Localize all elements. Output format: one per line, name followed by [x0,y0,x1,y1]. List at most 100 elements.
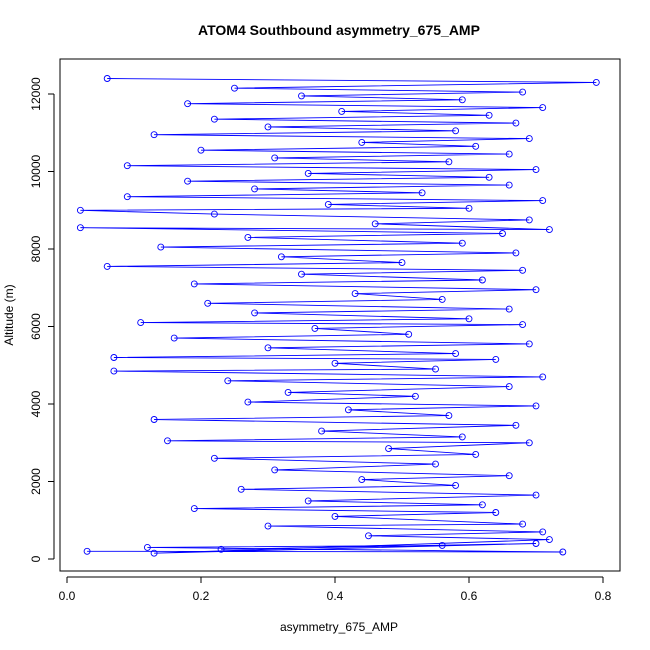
data-point [231,84,238,92]
data-point [264,344,272,352]
data-point [519,321,527,329]
data-point [519,266,527,274]
x-axis-label: asymmetry_675_AMP [280,620,398,634]
data-point [284,388,292,396]
x-tick-label: 0.6 [461,589,478,603]
data-point [505,472,513,480]
y-tick-label: 10000 [29,154,43,188]
data-point [271,466,279,474]
data-point [452,350,460,358]
data-point [472,142,480,150]
data-point [237,485,245,493]
data-point [545,536,553,544]
data-point [123,162,131,170]
data-point [532,491,540,499]
data-point [150,549,158,557]
data-point [331,512,339,520]
data-point [532,286,540,294]
x-axis: 0.0 0.2 0.4 0.6 0.8 [59,576,612,603]
data-point [150,416,158,423]
data-point [465,315,473,323]
data-point [83,547,91,555]
data-point [217,545,225,553]
data-point [418,189,426,197]
data-point [512,249,520,257]
data-point [478,276,486,284]
series-layer [76,75,600,557]
data-point [411,392,419,400]
data-point [204,299,212,307]
data-point [143,543,151,551]
data-point [438,295,446,303]
data-point [338,107,346,115]
data-point [277,253,285,261]
data-point [318,427,326,435]
data-point [398,259,406,267]
data-point [331,359,339,367]
data-point [532,540,540,547]
data-point [304,169,312,177]
data-point [452,481,460,489]
data-point [123,193,131,201]
data-point [505,150,513,158]
data-point [344,406,352,414]
data-point [264,522,272,530]
data-point [505,181,513,189]
data-point [539,528,547,536]
y-tick-label: 2000 [29,468,43,495]
data-point [76,206,84,214]
y-tick-label: 0 [29,555,43,562]
data-point [190,505,198,513]
data-point [76,224,84,232]
data-point [472,450,480,458]
data-point [358,138,366,146]
y-tick-label: 8000 [29,235,43,262]
x-tick-label: 0.4 [327,589,344,603]
data-point [525,135,533,143]
data-point [505,305,513,313]
data-point [251,309,259,317]
data-point [271,154,279,162]
data-point [385,445,393,453]
data-point [485,111,493,119]
x-tick-label: 0.0 [59,589,76,603]
data-point [539,197,547,205]
data-point [445,412,453,420]
data-point [525,439,533,447]
data-point [150,131,158,139]
data-point [532,166,540,174]
data-point [458,433,466,441]
data-point [298,92,305,100]
data-point [432,460,439,468]
y-tick-label: 4000 [29,390,43,417]
data-point [371,220,379,228]
data-point [298,270,305,278]
data-point [539,373,547,381]
data-point [445,158,453,166]
data-point [164,437,171,445]
series-line [80,78,597,554]
data-point [525,216,533,224]
data-point [210,210,218,218]
data-point [103,75,111,82]
data-point [512,421,520,429]
data-point [539,104,547,112]
data-point [432,365,439,373]
data-point [405,330,413,338]
plot-frame [59,58,621,572]
data-point [170,334,178,342]
data-point [103,262,111,270]
data-point [478,501,486,509]
data-point [184,100,192,108]
data-point [452,127,460,135]
data-point [458,239,466,247]
data-point [365,532,372,540]
y-axis-label: Altitude (m) [2,284,16,345]
y-tick-label: 6000 [29,313,43,340]
data-point [311,324,319,332]
data-point [592,78,600,86]
data-point [492,355,500,363]
data-point [519,88,527,96]
data-point [512,119,520,127]
